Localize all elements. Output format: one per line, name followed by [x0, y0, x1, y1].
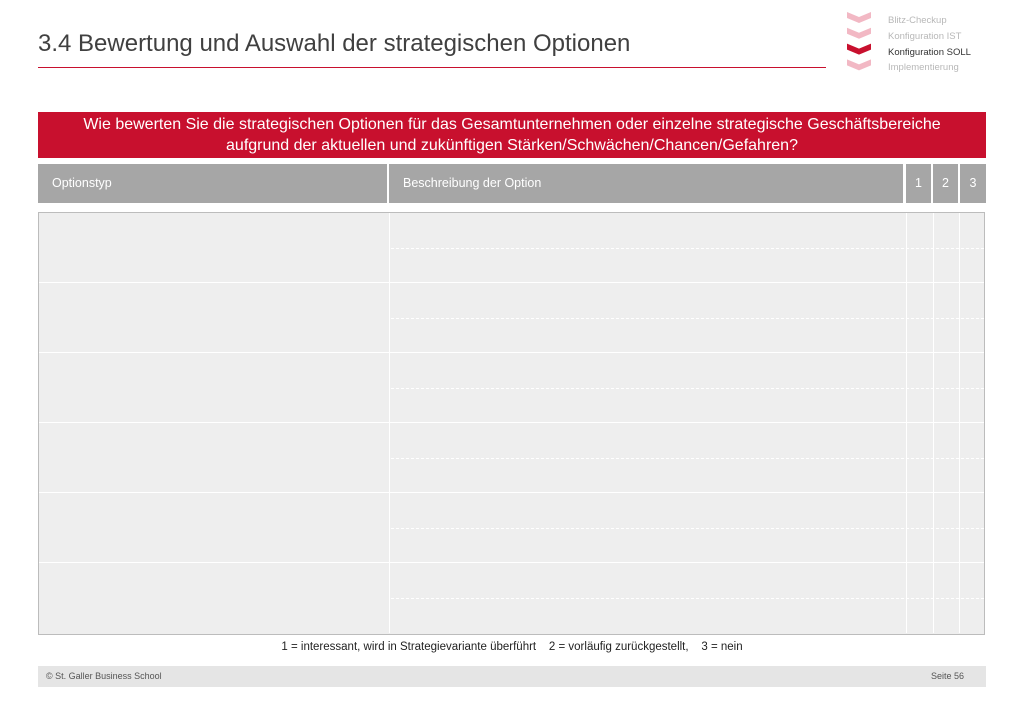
cell-divider	[906, 283, 907, 352]
row-split-line	[391, 458, 984, 459]
chevron-icon	[847, 12, 871, 23]
nav-item-implementierung[interactable]: Implementierung	[888, 62, 959, 74]
column-header-beschreibung: Beschreibung der Option	[389, 164, 903, 203]
cell-divider	[906, 493, 907, 562]
cell-divider	[933, 353, 934, 422]
cell-divider	[933, 213, 934, 282]
page-title: 3.4 Bewertung und Auswahl der strategisc…	[38, 30, 631, 57]
table-row	[39, 423, 984, 493]
footer-bar: © St. Galler Business School Seite 56	[38, 666, 986, 687]
cell-divider	[933, 493, 934, 562]
column-header-optionstyp: Optionstyp	[38, 164, 387, 203]
cell-divider	[933, 423, 934, 492]
column-header-1: 1	[906, 164, 931, 203]
chevron-icon	[847, 27, 871, 39]
footer-page-number: Seite 56	[930, 671, 964, 681]
cell-divider	[389, 213, 390, 282]
question-line-1: Wie bewerten Sie die strategischen Optio…	[83, 116, 941, 133]
nav-item-konfiguration-soll[interactable]: Konfiguration SOLL	[888, 46, 971, 58]
question-banner: Wie bewerten Sie die strategischen Optio…	[38, 112, 986, 158]
progress-chevrons	[847, 12, 871, 71]
table-row	[39, 493, 984, 563]
row-split-line	[391, 528, 984, 529]
title-divider	[38, 67, 826, 68]
options-table-body	[38, 212, 985, 635]
table-row	[39, 283, 984, 353]
table-row	[39, 353, 984, 423]
cell-divider	[959, 353, 960, 422]
column-header-3: 3	[960, 164, 986, 203]
progress-nav: Blitz-Checkup Konfiguration IST Konfigur…	[888, 13, 971, 76]
rating-legend: 1 = interessant, wird in Strategievarian…	[281, 641, 743, 653]
cell-divider	[389, 563, 390, 633]
row-split-line	[391, 318, 984, 319]
cell-divider	[959, 283, 960, 352]
cell-divider	[906, 423, 907, 492]
row-split-line	[391, 248, 984, 249]
cell-divider	[389, 493, 390, 562]
cell-divider	[906, 213, 907, 282]
chevron-icon	[847, 59, 871, 71]
column-header-2: 2	[933, 164, 958, 203]
question-line-2: aufgrund der aktuellen und zukünftigen S…	[226, 137, 798, 154]
nav-item-blitz-checkup[interactable]: Blitz-Checkup	[888, 15, 947, 26]
footer-copyright: © St. Galler Business School	[46, 671, 162, 681]
cell-divider	[389, 423, 390, 492]
chevron-icon	[847, 43, 871, 55]
row-split-line	[391, 388, 984, 389]
cell-divider	[933, 283, 934, 352]
cell-divider	[389, 353, 390, 422]
cell-divider	[906, 353, 907, 422]
cell-divider	[389, 283, 390, 352]
row-split-line	[391, 598, 984, 599]
cell-divider	[959, 493, 960, 562]
nav-item-konfiguration-ist[interactable]: Konfiguration IST	[888, 30, 962, 42]
cell-divider	[959, 423, 960, 492]
table-row	[39, 563, 984, 633]
cell-divider	[959, 213, 960, 282]
table-row	[39, 213, 984, 283]
